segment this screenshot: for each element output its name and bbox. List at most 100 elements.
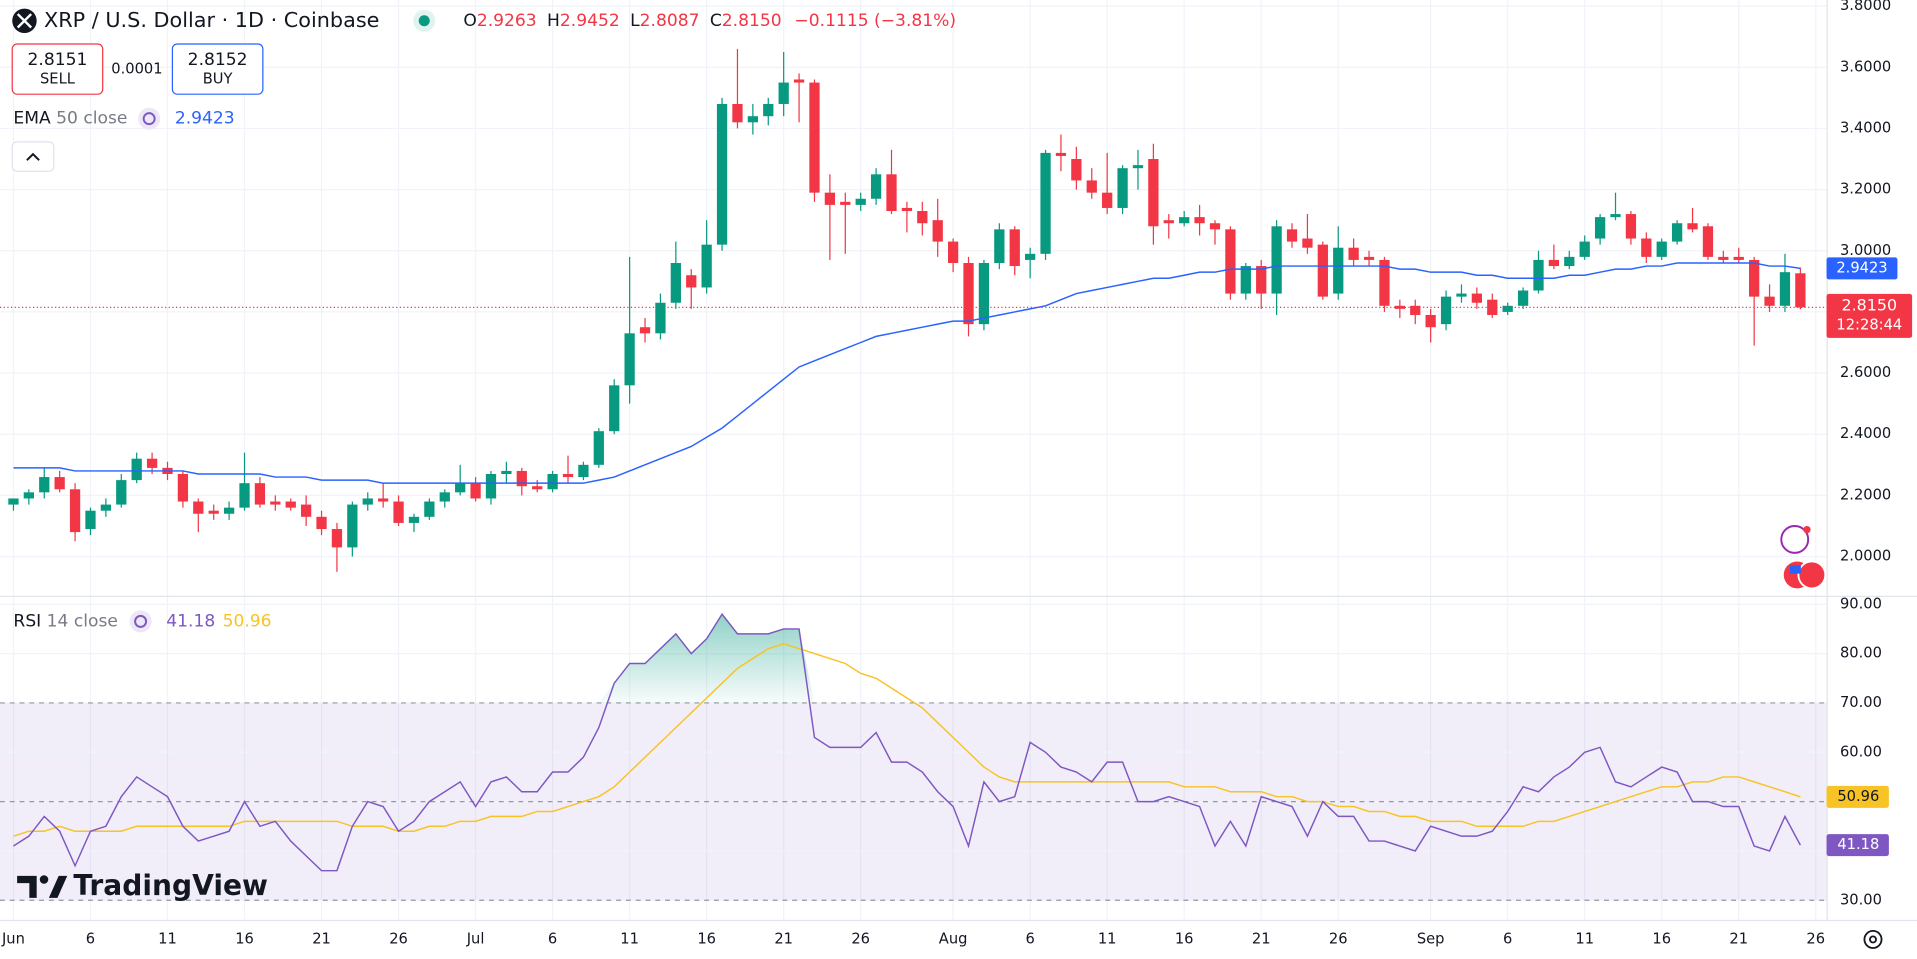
candle-body — [978, 262, 990, 325]
x-tick-label: 6 — [86, 930, 95, 947]
candle-body — [716, 103, 728, 245]
indicator-name: EMA — [13, 109, 51, 129]
candle-body — [917, 211, 928, 224]
candle-body — [116, 480, 127, 505]
candle-body — [316, 516, 327, 530]
x-tick-label: 21 — [1252, 930, 1271, 947]
candle-body — [532, 486, 543, 490]
x-tick-label: 16 — [235, 930, 254, 947]
y-tick-label: 3.8000 — [1840, 0, 1891, 14]
sell-button[interactable]: 2.8151 SELL — [11, 43, 104, 95]
sell-price: 2.8151 — [28, 50, 88, 70]
candle-body — [455, 483, 466, 493]
rsi-ma-line — [13, 642, 1801, 837]
candle-body — [223, 507, 235, 514]
candle-body — [562, 473, 574, 478]
candle-body — [1163, 220, 1174, 224]
x-tick-label: Aug — [939, 930, 968, 947]
candle-body — [1148, 159, 1159, 227]
candle-body — [1194, 217, 1205, 224]
candle-body — [501, 470, 512, 474]
x-tick-label: 11 — [620, 930, 639, 947]
x-tick-label: 6 — [548, 930, 557, 947]
candle-body — [1102, 192, 1113, 208]
x-tick-label: 26 — [389, 930, 408, 947]
ema-line — [13, 262, 1801, 484]
spread: 0.0001 — [111, 61, 162, 78]
rsi-icon[interactable] — [129, 610, 152, 633]
assistant-icon[interactable] — [1780, 525, 1810, 554]
y-tick-label: 2.0000 — [1840, 548, 1891, 565]
candle-body — [732, 103, 743, 123]
candle-body — [1009, 229, 1020, 267]
indicator-legend[interactable]: EMA 50 close — [13, 109, 127, 129]
candle-body — [1641, 238, 1652, 257]
y-tick-label: 90.00 — [1840, 595, 1882, 612]
y-tick-label: 80.00 — [1840, 645, 1882, 662]
candle-body — [578, 464, 589, 478]
indicator-icon[interactable] — [138, 107, 161, 130]
candle-body — [378, 498, 389, 502]
candle-body — [701, 244, 712, 288]
sell-button-frame[interactable] — [11, 43, 104, 95]
y-tick-label: 2.2000 — [1840, 486, 1891, 503]
candle-body — [23, 492, 34, 499]
flag-icon[interactable] — [1797, 560, 1827, 590]
countdown-label: 12:28:44 — [1836, 317, 1902, 334]
collapse-icon — [26, 152, 40, 161]
candle-body — [393, 501, 404, 523]
candle-body — [1440, 296, 1452, 325]
candle-body — [1671, 223, 1683, 242]
ohlc-value: 2.9263 — [477, 11, 537, 31]
candle-body — [655, 302, 666, 334]
candle-body — [439, 492, 450, 502]
candle-body — [855, 198, 866, 205]
rsi-name: RSI — [13, 611, 41, 631]
candle-body — [1764, 296, 1775, 306]
y-tick-label: 3.4000 — [1840, 119, 1891, 136]
candle-body — [54, 477, 65, 490]
candle-body — [1425, 314, 1436, 328]
collapse-button[interactable] — [11, 141, 55, 172]
candle-body — [747, 116, 758, 123]
candle-body — [1225, 229, 1236, 294]
candle-body — [1471, 293, 1483, 303]
buy-button-frame[interactable] — [171, 43, 264, 95]
candle-body — [100, 504, 112, 511]
candle-body — [8, 498, 19, 505]
x-tick-label: 16 — [1652, 930, 1671, 947]
candle-body — [470, 483, 481, 499]
candle-body — [177, 473, 189, 502]
x-tick-label: 11 — [158, 930, 177, 947]
candle-body — [1779, 272, 1791, 306]
candle-body — [1579, 241, 1590, 257]
candle-body — [1117, 168, 1128, 208]
candle-body — [1718, 256, 1729, 260]
market-status-dot[interactable] — [418, 15, 430, 27]
candle-body — [69, 489, 81, 533]
buy-button[interactable]: 2.8152 BUY — [171, 43, 264, 95]
candle-body — [1502, 305, 1513, 312]
x-tick-label: 21 — [774, 930, 793, 947]
candle-body — [1517, 290, 1529, 306]
candle-body — [963, 262, 974, 325]
ohlc-label: O — [463, 11, 476, 31]
rsi-line — [13, 612, 1802, 872]
candle-body — [1302, 238, 1313, 248]
candle-body — [347, 504, 358, 548]
logo-mark — [48, 875, 68, 898]
x-tick-label: 11 — [1575, 930, 1594, 947]
candle-body — [609, 385, 620, 432]
ohlc-label: C — [710, 11, 722, 31]
candle-body — [1564, 256, 1575, 267]
candle-body — [39, 477, 50, 493]
candle-body — [516, 470, 527, 487]
rsi-legend[interactable]: RSI 14 close — [13, 611, 118, 631]
ohlc-values: O2.9263 H2.9452 L2.8087 C2.8150 −0.1115 … — [463, 11, 956, 31]
symbol-icon-glyph — [16, 13, 33, 29]
candle-body — [809, 82, 820, 193]
ohlc-value: 2.9452 — [560, 11, 620, 31]
candle-body — [1702, 226, 1714, 257]
settings-icon[interactable] — [1863, 929, 1883, 949]
